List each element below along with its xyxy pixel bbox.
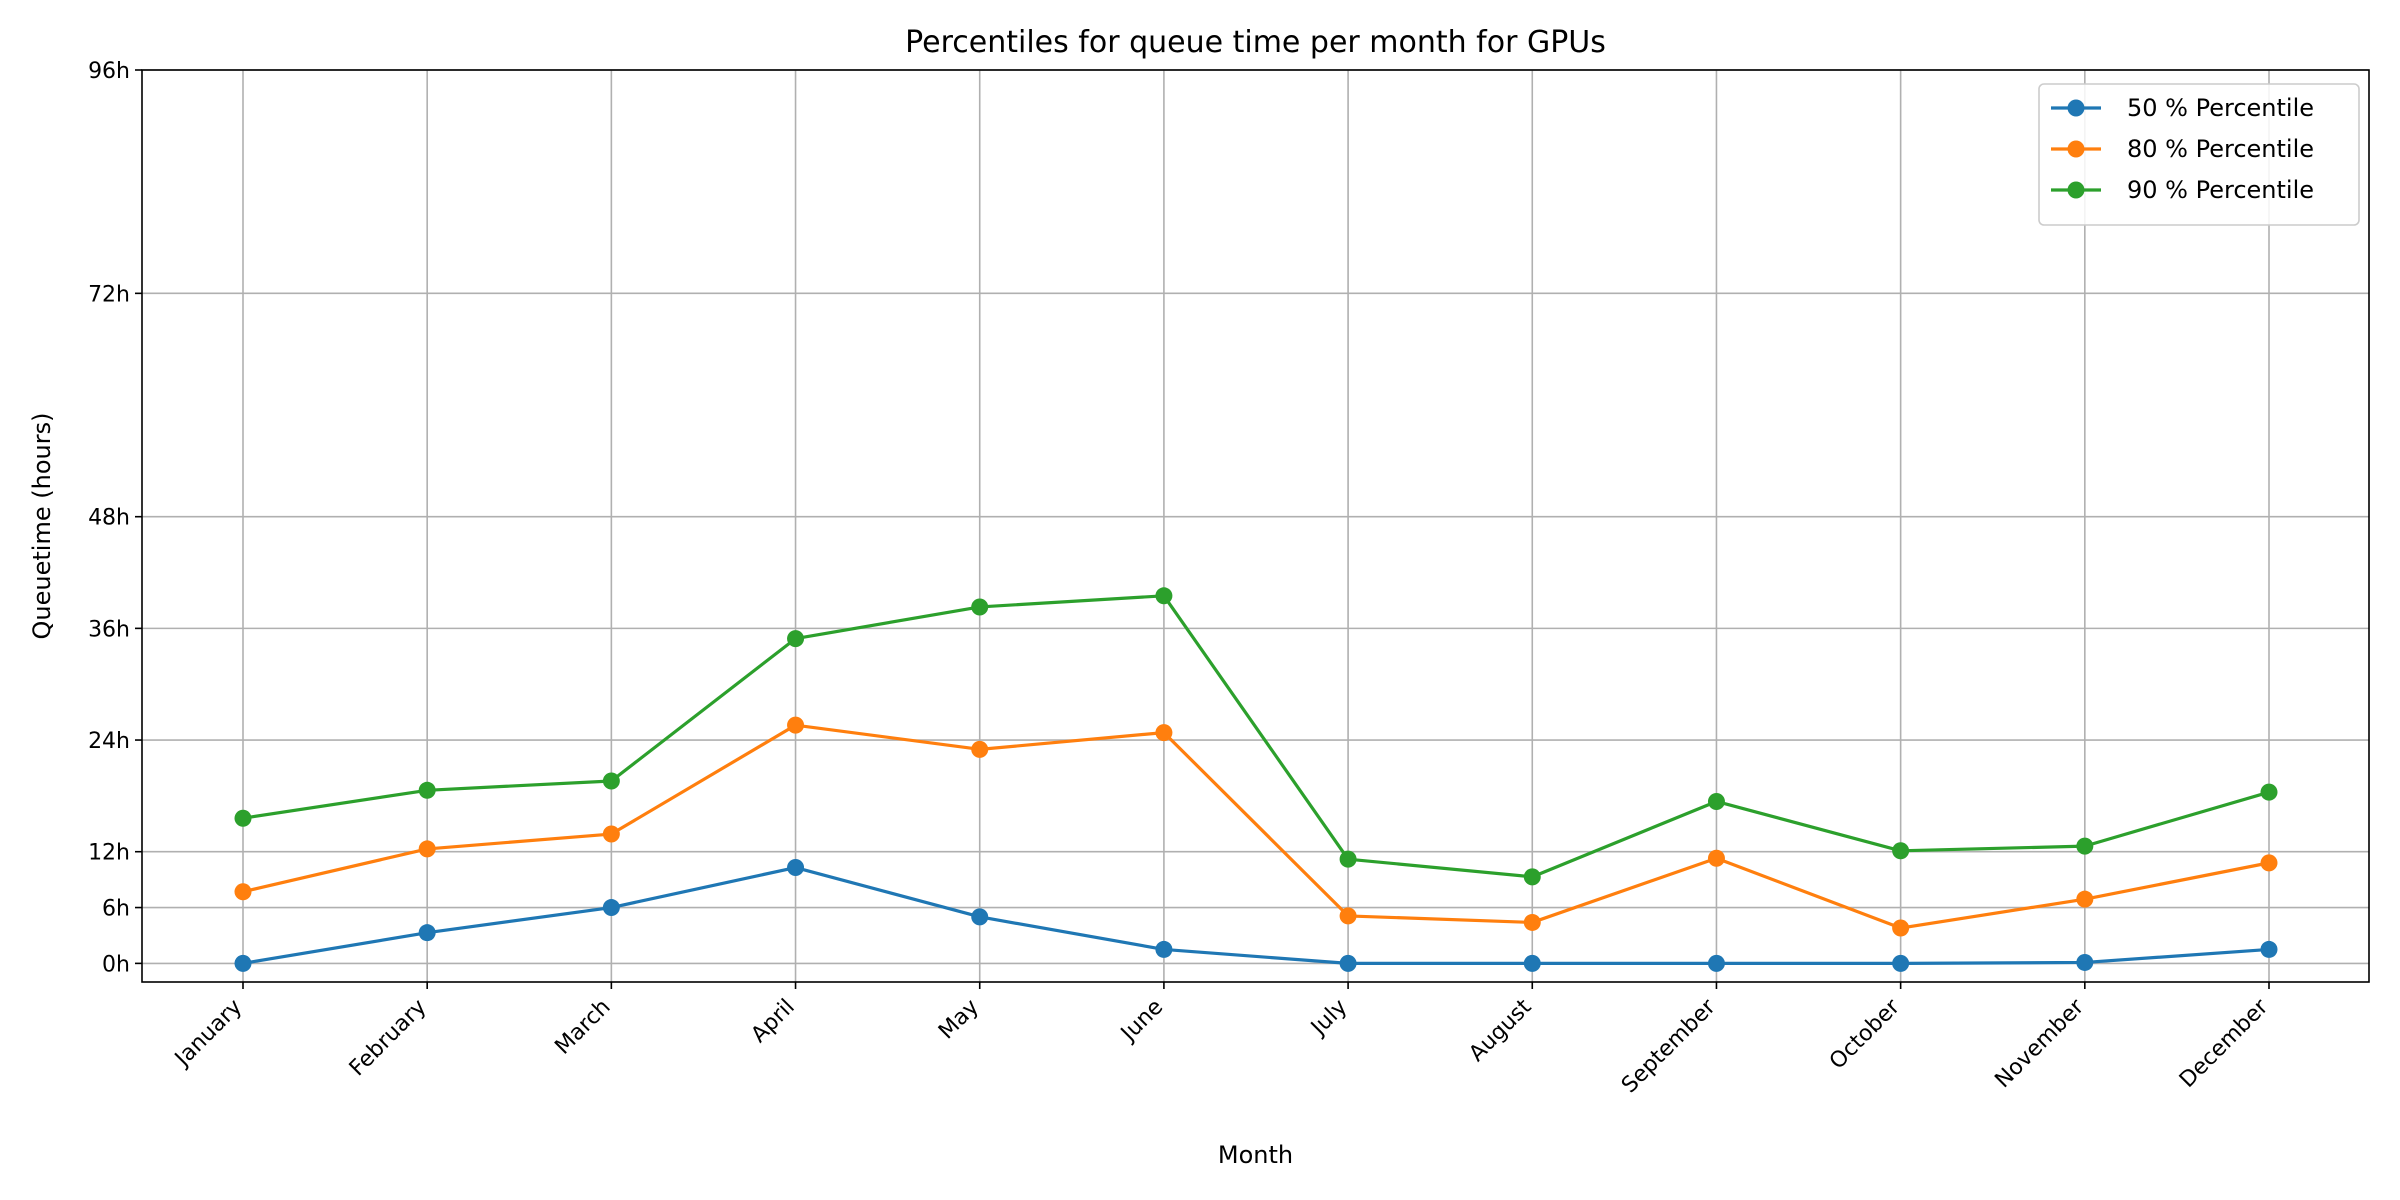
data-point-90-percentile-april: [787, 630, 805, 648]
data-point-90-percentile-july: [1339, 850, 1357, 868]
series-line-90-percentile: [241, 594, 2271, 879]
data-point-90-percentile-june: [1155, 587, 1173, 605]
data-point-90-percentile-october: [1892, 842, 1910, 860]
y-axis-label: Queuetime (hours): [28, 413, 56, 640]
data-point-50-percentile-october: [1892, 954, 1910, 972]
data-point-90-percentile-august: [1523, 868, 1541, 886]
series-50-percentile: [234, 859, 2278, 972]
legend-item-50-percentile: 50 % Percentile: [2051, 94, 2314, 122]
legend-marker: [2067, 99, 2085, 117]
y-tick-label: 0h: [102, 952, 130, 977]
data-point-50-percentile-november: [2076, 953, 2094, 971]
legend-label: 50 % Percentile: [2127, 94, 2314, 122]
data-point-80-percentile-november: [2076, 890, 2094, 908]
data-point-90-percentile-february: [418, 781, 436, 799]
data-point-80-percentile-december: [2260, 854, 2278, 872]
data-point-80-percentile-january: [234, 883, 252, 901]
y-tick-label: 48h: [88, 506, 130, 531]
legend-item-80-percentile: 80 % Percentile: [2051, 135, 2314, 163]
data-point-50-percentile-september: [1707, 954, 1725, 972]
data-point-80-percentile-april: [787, 716, 805, 734]
y-tick-label: 96h: [88, 59, 130, 84]
series-90-percentile: [234, 587, 2278, 886]
data-point-80-percentile-october: [1892, 919, 1910, 937]
data-point-90-percentile-december: [2260, 783, 2278, 801]
data-point-50-percentile-january: [234, 954, 252, 972]
data-point-80-percentile-june: [1155, 724, 1173, 742]
data-point-50-percentile-june: [1155, 940, 1173, 958]
y-tick-label: 36h: [88, 617, 130, 642]
y-tick-label: 6h: [102, 897, 130, 922]
data-point-50-percentile-july: [1339, 954, 1357, 972]
data-point-80-percentile-july: [1339, 907, 1357, 925]
series-line-50-percentile: [241, 865, 2271, 965]
data-point-50-percentile-march: [602, 899, 620, 917]
y-tick-label: 72h: [88, 282, 130, 307]
data-point-80-percentile-august: [1523, 913, 1541, 931]
data-point-90-percentile-january: [234, 809, 252, 827]
legend-label: 80 % Percentile: [2127, 135, 2314, 163]
plot-frame: [141, 69, 2370, 983]
series-80-percentile: [234, 716, 2278, 937]
y-tick-label: 24h: [88, 729, 130, 754]
legend-marker: [2067, 181, 2085, 199]
data-point-90-percentile-march: [602, 772, 620, 790]
data-point-80-percentile-september: [1707, 849, 1725, 867]
series-line-80-percentile: [241, 723, 2271, 930]
data-point-90-percentile-september: [1707, 792, 1725, 810]
data-point-50-percentile-may: [971, 908, 989, 926]
data-point-50-percentile-august: [1523, 954, 1541, 972]
series-layer: [234, 587, 2278, 972]
data-point-90-percentile-november: [2076, 837, 2094, 855]
data-point-80-percentile-march: [602, 825, 620, 843]
x-axis-label: Month: [1218, 1141, 1293, 1169]
legend-marker: [2067, 140, 2085, 158]
legend: 50 % Percentile 80 % Percentile 90 % Perce…: [2038, 83, 2360, 226]
legend-box: [2038, 83, 2360, 226]
chart-title: Percentiles for queue time per month for…: [905, 25, 1606, 60]
data-point-90-percentile-may: [971, 598, 989, 616]
legend-label: 90 % Percentile: [2127, 176, 2314, 204]
data-point-50-percentile-april: [787, 859, 805, 877]
legend-item-90-percentile: 90 % Percentile: [2051, 176, 2314, 204]
data-point-80-percentile-february: [418, 840, 436, 858]
y-tick-label: 12h: [88, 841, 130, 866]
data-point-50-percentile-february: [418, 924, 436, 942]
data-point-50-percentile-december: [2260, 940, 2278, 958]
data-point-80-percentile-may: [971, 740, 989, 758]
